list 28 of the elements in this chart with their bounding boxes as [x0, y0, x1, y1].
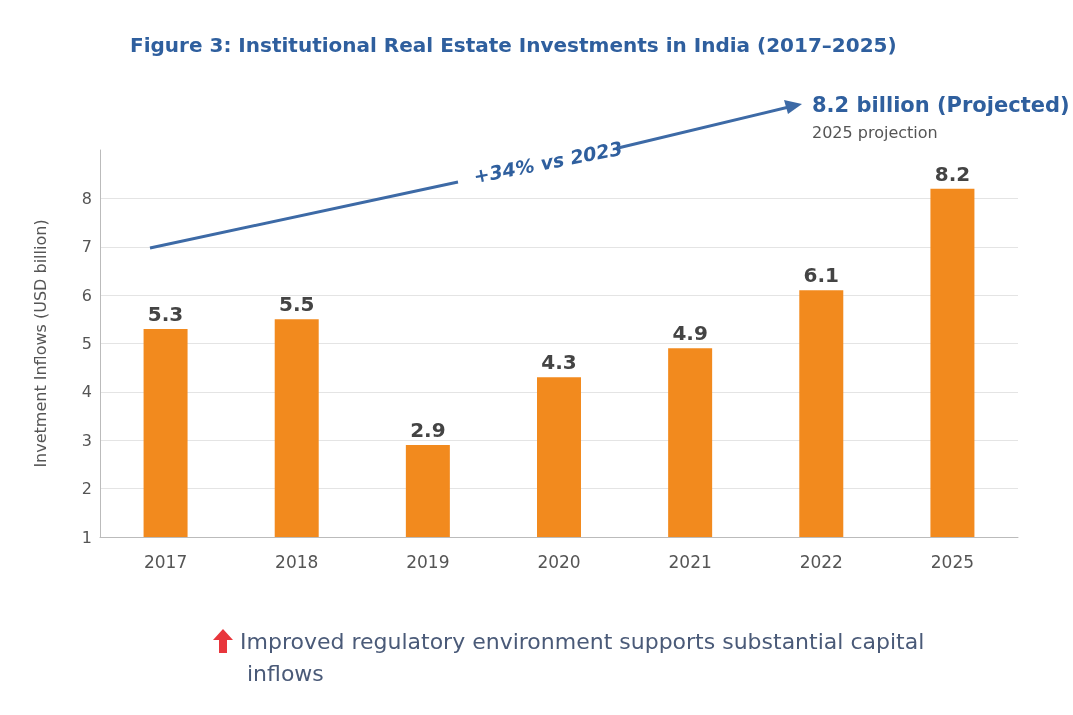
data-label: 4.3	[541, 350, 577, 375]
x-tick-label: 2017	[143, 551, 188, 572]
y-tick-label: 3	[81, 430, 92, 450]
y-tick-label: 7	[81, 237, 92, 257]
x-tick-label: 2025	[930, 551, 975, 572]
data-label: 5.5	[279, 292, 315, 317]
data-label: 2.9	[410, 418, 446, 443]
text: 8.2 billion (Projected)	[812, 92, 1070, 117]
x-tick-label: 2019	[406, 551, 450, 572]
data-label: 8.2	[934, 161, 971, 186]
y-tick-label: 2	[81, 479, 92, 499]
chart-title: Figure 3: Institutional Real Estate Investments in India (2017–2025)	[130, 33, 897, 57]
data-label: 6.1	[803, 263, 839, 288]
y-tick-label: 4	[81, 382, 92, 402]
x-tick-label: 2021	[668, 551, 712, 572]
text: 2025 projection	[812, 122, 938, 142]
y-tick-label: 8	[81, 188, 92, 208]
y-tick-label: 6	[81, 285, 92, 305]
y-tick-label: 5	[81, 334, 92, 353]
data-label: 4.9	[672, 321, 708, 346]
text: Improved regulatory environment supports substantial capital inflows	[240, 628, 925, 686]
x-tick-label: 2020	[537, 551, 581, 572]
annotation: +34% vs 2023	[471, 136, 625, 188]
x-tick-label: 2018	[275, 551, 319, 572]
y-axis-title: Invetment Inflows (USD billion)	[30, 219, 50, 468]
x-tick-label: 2022	[799, 551, 843, 572]
y-tick-label: 1	[81, 527, 92, 547]
data-label: 5.3	[147, 301, 184, 326]
